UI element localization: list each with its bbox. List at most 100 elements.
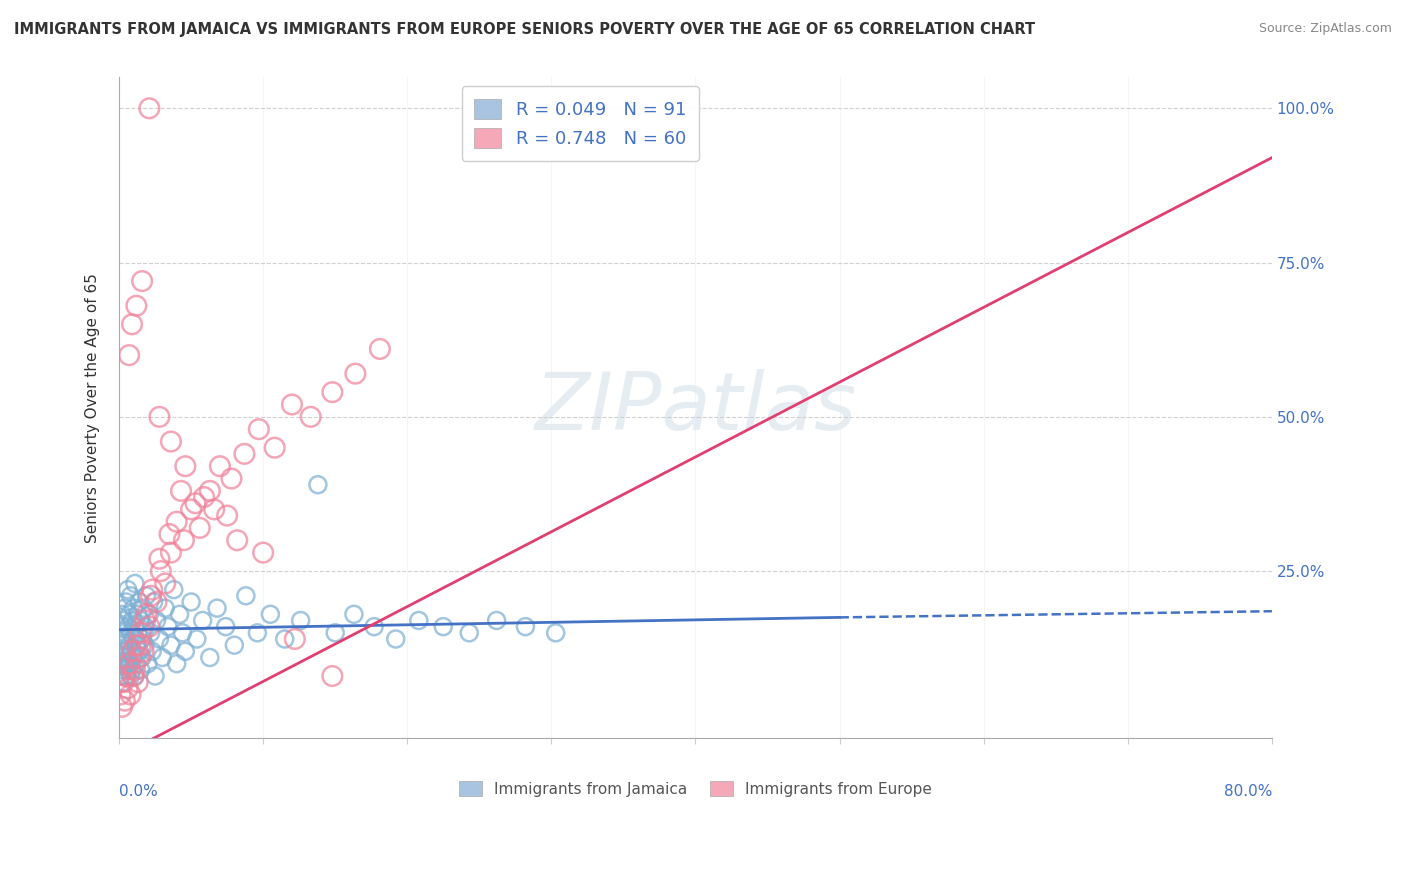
Point	[129, 638, 152, 652]
Point	[321, 669, 343, 683]
Point	[128, 644, 150, 658]
Point	[226, 533, 249, 548]
Point	[114, 625, 136, 640]
Point	[110, 657, 132, 671]
Point	[117, 663, 139, 677]
Point	[117, 620, 139, 634]
Point	[121, 663, 143, 677]
Point	[114, 657, 136, 671]
Point	[247, 422, 270, 436]
Point	[148, 409, 170, 424]
Point	[115, 595, 138, 609]
Point	[112, 614, 135, 628]
Point	[120, 669, 142, 683]
Point	[166, 515, 188, 529]
Point	[118, 348, 141, 362]
Point	[159, 527, 181, 541]
Point	[153, 601, 176, 615]
Point	[321, 385, 343, 400]
Point	[142, 595, 165, 609]
Point	[132, 601, 155, 615]
Point	[281, 397, 304, 411]
Point	[131, 650, 153, 665]
Point	[141, 644, 163, 658]
Point	[125, 638, 148, 652]
Point	[384, 632, 406, 646]
Point	[174, 459, 197, 474]
Point	[134, 638, 156, 652]
Text: ZIPatlas: ZIPatlas	[534, 368, 856, 447]
Point	[120, 688, 142, 702]
Point	[127, 675, 149, 690]
Point	[122, 669, 145, 683]
Y-axis label: Seniors Poverty Over the Age of 65: Seniors Poverty Over the Age of 65	[86, 273, 100, 542]
Point	[111, 699, 134, 714]
Point	[173, 533, 195, 548]
Point	[145, 614, 167, 628]
Point	[136, 657, 159, 671]
Point	[149, 564, 172, 578]
Point	[170, 483, 193, 498]
Point	[129, 614, 152, 628]
Point	[157, 620, 180, 634]
Point	[138, 620, 160, 634]
Point	[125, 657, 148, 671]
Point	[134, 614, 156, 628]
Point	[121, 644, 143, 658]
Point	[131, 632, 153, 646]
Point	[150, 650, 173, 665]
Point	[188, 521, 211, 535]
Point	[118, 657, 141, 671]
Point	[284, 632, 307, 646]
Point	[117, 582, 139, 597]
Point	[127, 625, 149, 640]
Point	[112, 675, 135, 690]
Point	[160, 434, 183, 449]
Point	[290, 614, 312, 628]
Point	[121, 644, 143, 658]
Point	[160, 546, 183, 560]
Point	[184, 496, 207, 510]
Text: IMMIGRANTS FROM JAMAICA VS IMMIGRANTS FROM EUROPE SENIORS POVERTY OVER THE AGE O: IMMIGRANTS FROM JAMAICA VS IMMIGRANTS FR…	[14, 22, 1035, 37]
Point	[148, 632, 170, 646]
Point	[110, 688, 132, 702]
Point	[343, 607, 366, 622]
Point	[153, 576, 176, 591]
Point	[129, 663, 152, 677]
Point	[110, 669, 132, 683]
Point	[186, 632, 208, 646]
Point	[235, 589, 257, 603]
Point	[145, 595, 167, 609]
Point	[124, 669, 146, 683]
Point	[323, 625, 346, 640]
Point	[143, 669, 166, 683]
Point	[110, 632, 132, 646]
Point	[544, 625, 567, 640]
Point	[122, 632, 145, 646]
Point	[139, 625, 162, 640]
Point	[112, 675, 135, 690]
Point	[233, 447, 256, 461]
Point	[163, 582, 186, 597]
Point	[485, 614, 508, 628]
Point	[115, 669, 138, 683]
Legend: Immigrants from Jamaica, Immigrants from Europe: Immigrants from Jamaica, Immigrants from…	[453, 774, 938, 803]
Point	[135, 607, 157, 622]
Point	[180, 595, 202, 609]
Point	[221, 471, 243, 485]
Point	[208, 459, 231, 474]
Point	[141, 582, 163, 597]
Point	[115, 669, 138, 683]
Point	[111, 644, 134, 658]
Point	[112, 638, 135, 652]
Point	[117, 681, 139, 696]
Point	[112, 650, 135, 665]
Point	[215, 620, 238, 634]
Point	[128, 650, 150, 665]
Point	[432, 620, 454, 634]
Text: Source: ZipAtlas.com: Source: ZipAtlas.com	[1258, 22, 1392, 36]
Text: 80.0%: 80.0%	[1223, 784, 1272, 799]
Point	[138, 607, 160, 622]
Point	[458, 625, 481, 640]
Point	[408, 614, 430, 628]
